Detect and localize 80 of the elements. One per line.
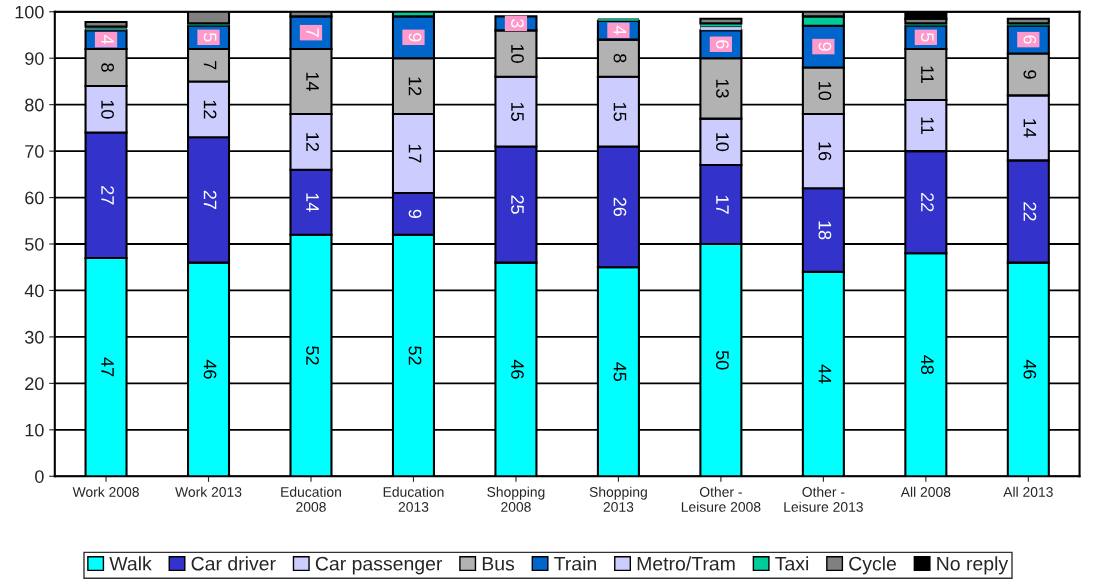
x-tick-label: Shopping 2013 [589, 486, 647, 512]
data-label: 12 [203, 100, 217, 119]
data-label: 5 [921, 33, 934, 42]
data-label: 9 [1023, 70, 1037, 79]
x-tick-label: Education 2013 [383, 486, 444, 512]
x-tick-label: Work 2013 [175, 486, 242, 497]
data-label: 10 [511, 44, 524, 63]
x-tick-label: All 2013 [1003, 486, 1053, 497]
data-label: 15 [511, 102, 524, 121]
data-label: 46 [1023, 359, 1037, 379]
data-label: 52 [408, 346, 422, 365]
data-label: 9 [818, 42, 832, 51]
y-tick-label: 70 [25, 145, 44, 158]
legend-label: Bus [482, 556, 515, 571]
data-label: 7 [306, 28, 319, 37]
data-label: 6 [716, 40, 729, 49]
data-label: 48 [921, 355, 934, 375]
data-label: 22 [921, 193, 934, 212]
data-label: 11 [921, 117, 934, 135]
data-label: 4 [613, 25, 627, 35]
data-label: 17 [716, 195, 729, 214]
y-tick-label: 0 [35, 470, 44, 483]
data-label: 22 [1023, 202, 1037, 221]
y-tick-label: 30 [24, 330, 44, 344]
y-tick-label: 60 [25, 191, 44, 205]
y-tick-label: 100 [15, 5, 44, 19]
data-label: 15 [613, 102, 627, 121]
data-label: 8 [101, 63, 114, 72]
data-label: 27 [101, 186, 114, 205]
data-label: 14 [306, 193, 319, 212]
data-label: 8 [613, 53, 627, 63]
data-label: 14 [306, 72, 319, 91]
y-tick-label: 80 [25, 98, 44, 112]
data-label: 44 [818, 364, 832, 384]
y-tick-label: 40 [24, 284, 44, 298]
data-label: 46 [511, 359, 524, 379]
data-label: 7 [203, 61, 217, 70]
data-label: 46 [203, 359, 217, 379]
data-label: 12 [306, 133, 319, 151]
legend-label: Taxi [775, 556, 809, 571]
data-label: 10 [101, 100, 114, 119]
legend-label: Train [554, 556, 596, 571]
data-label: 27 [203, 190, 217, 210]
data-label: 52 [306, 346, 319, 365]
legend-label: Walk [109, 556, 152, 571]
data-label: 11 [921, 66, 934, 83]
legend-label: Cycle [849, 556, 896, 575]
data-label: 5 [203, 33, 217, 42]
data-label: 9 [408, 209, 422, 218]
data-label: 13 [716, 79, 729, 98]
data-label: 17 [408, 144, 422, 163]
x-tick-label: Shopping 2008 [487, 486, 545, 512]
data-label: 3 [511, 19, 524, 28]
y-tick-label: 10 [25, 423, 44, 437]
x-tick-label: Other - Leisure 2013 [784, 486, 863, 512]
legend-label: Car passenger [315, 556, 443, 575]
data-label: 16 [818, 142, 832, 161]
legend-label: No reply [937, 556, 1009, 575]
data-label: 10 [716, 133, 729, 152]
data-label: 4 [101, 35, 114, 45]
legend-label: Metro/Tram [637, 556, 735, 571]
data-label: 50 [716, 350, 729, 370]
data-label: 14 [1023, 119, 1037, 138]
data-label: 26 [613, 197, 627, 217]
x-tick-label: Work 2008 [72, 486, 139, 497]
x-tick-label: All 2008 [900, 486, 951, 497]
y-tick-label: 20 [25, 377, 44, 391]
data-label: 47 [101, 357, 114, 377]
data-label: 9 [408, 33, 422, 42]
data-label: 12 [408, 77, 422, 96]
data-label: 25 [511, 195, 524, 214]
data-label: 10 [818, 82, 832, 101]
legend-label: Car driver [191, 556, 276, 571]
x-tick-label: Other - Leisure 2008 [681, 486, 761, 512]
y-tick-label: 50 [25, 237, 44, 251]
y-tick-label: 90 [25, 52, 44, 65]
data-label: 45 [613, 362, 627, 382]
x-tick-label: Education 2008 [281, 486, 341, 512]
data-label: 6 [1023, 35, 1037, 44]
data-label: 18 [818, 221, 832, 240]
